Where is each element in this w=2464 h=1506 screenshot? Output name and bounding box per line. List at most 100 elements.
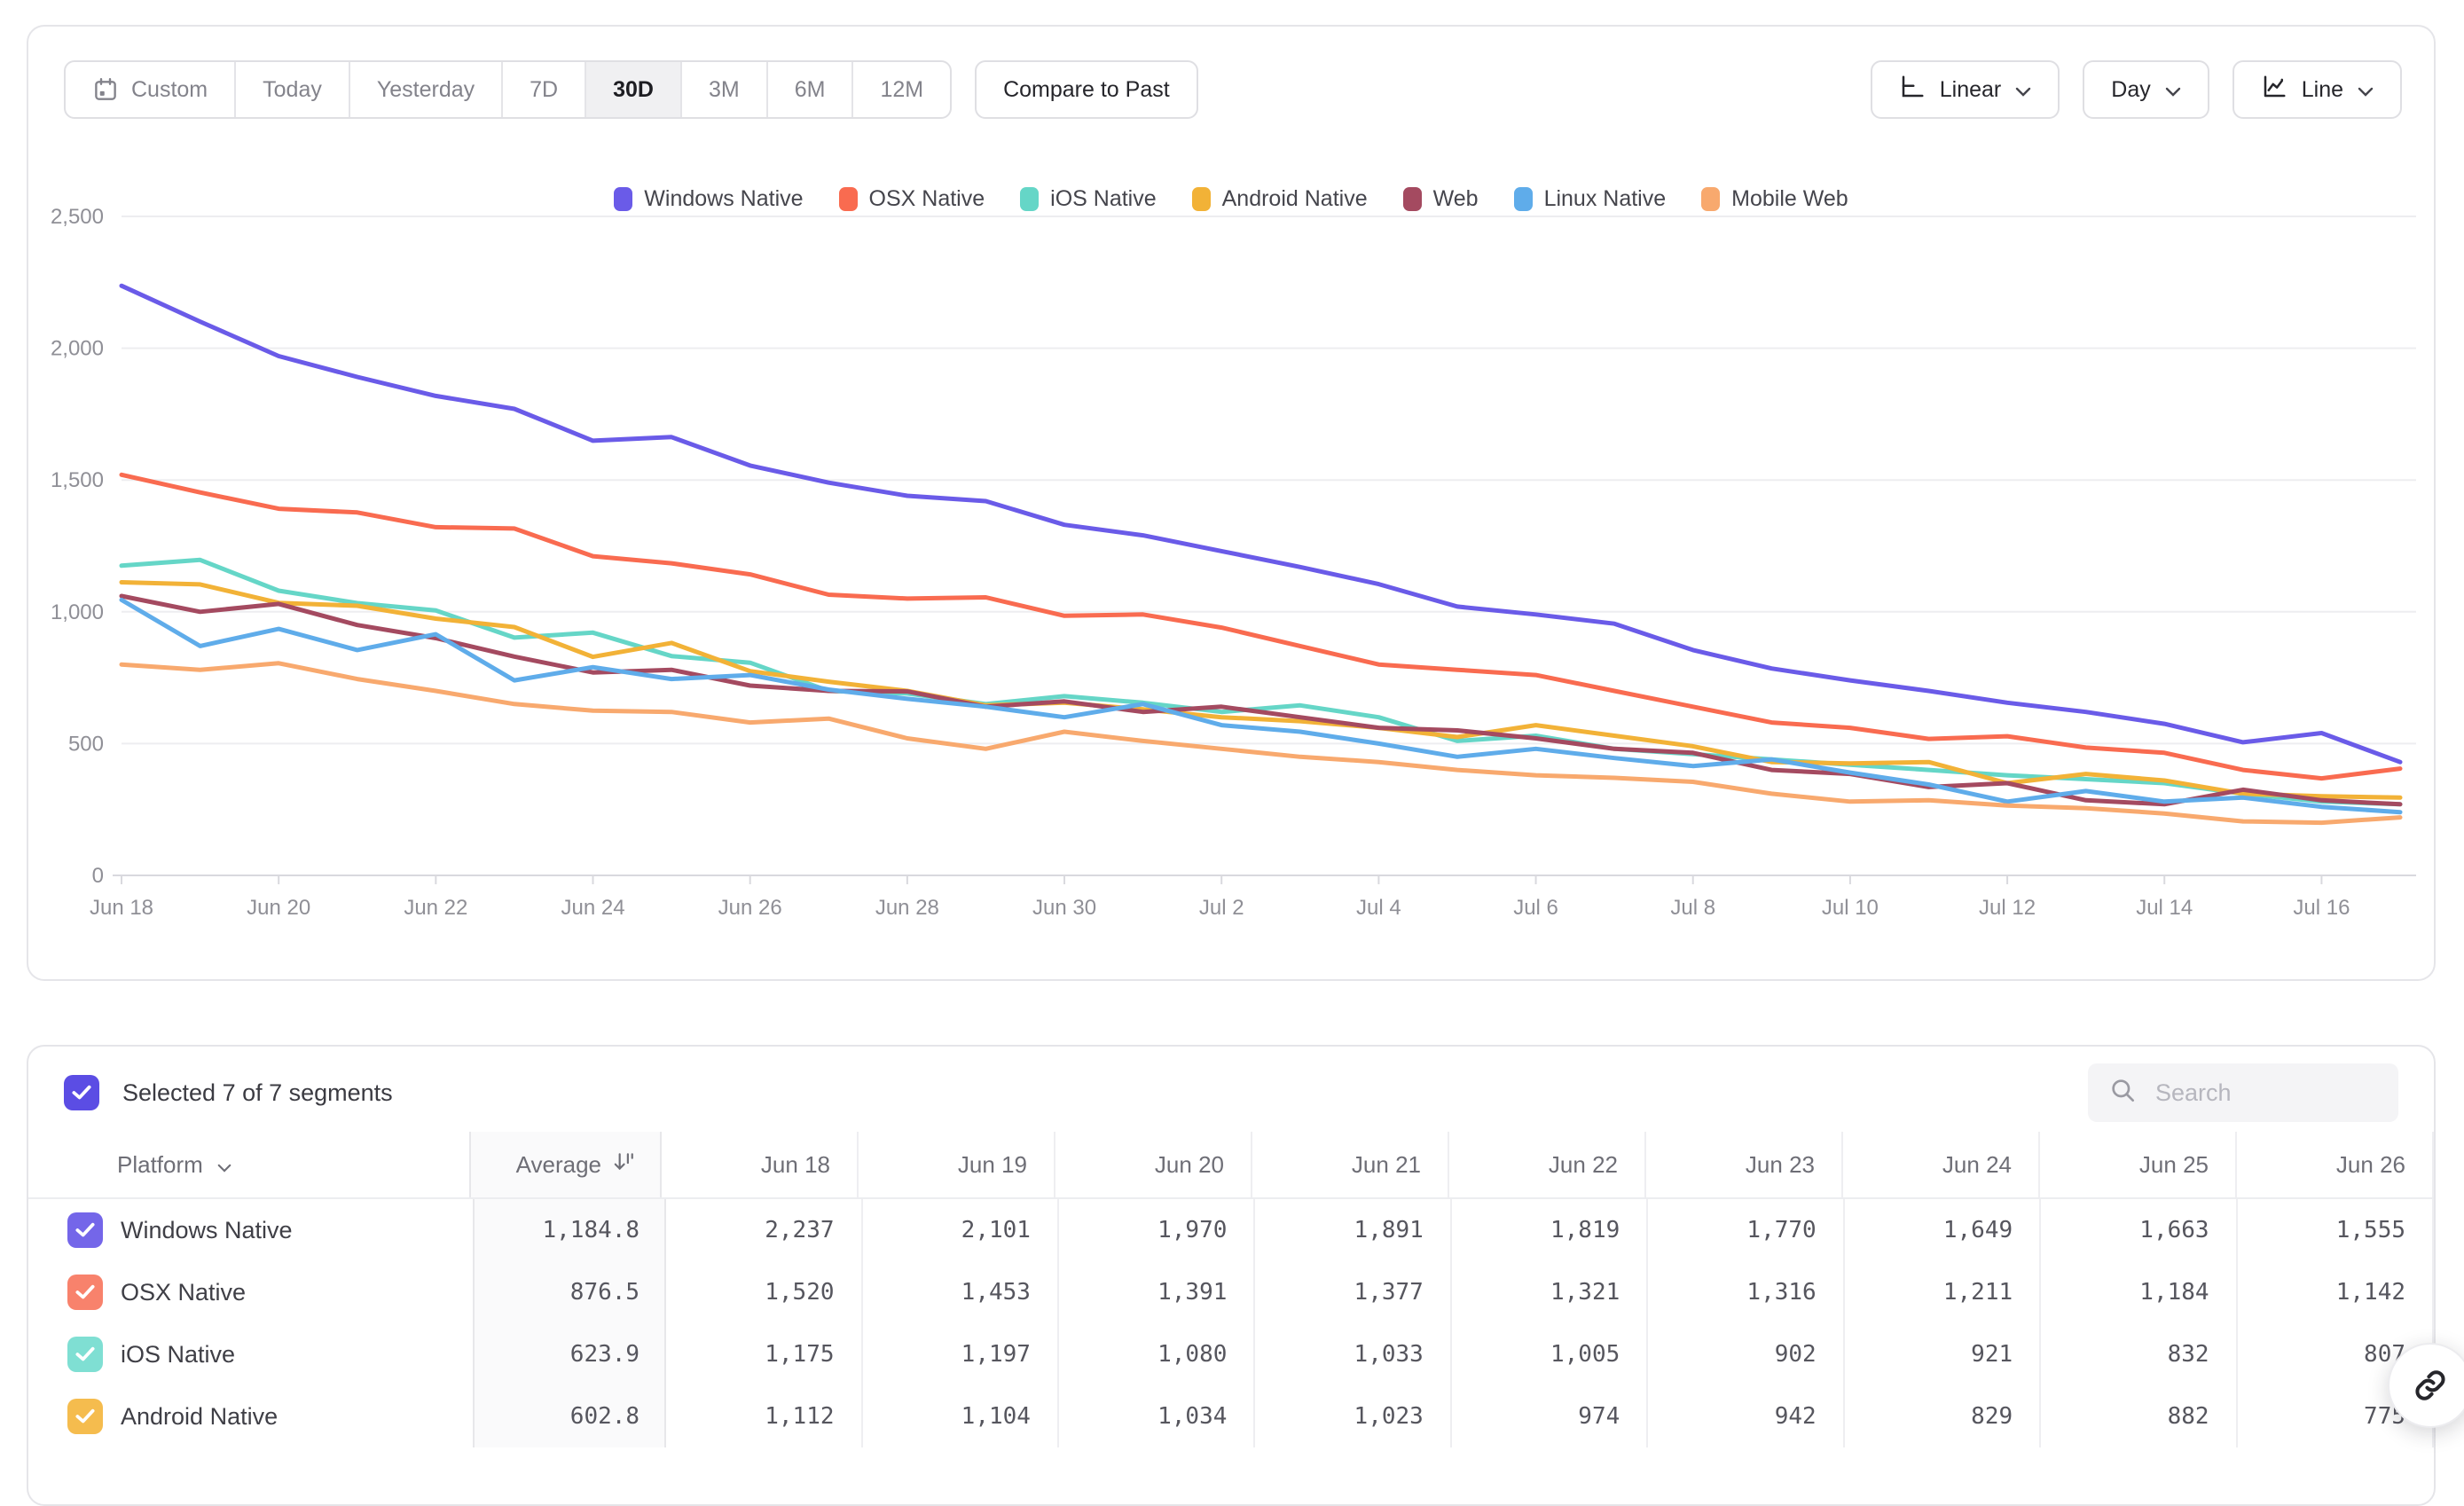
search-input[interactable] — [2155, 1079, 2377, 1107]
legend-label: Linux Native — [1543, 186, 1667, 211]
series-line-web[interactable] — [119, 593, 2403, 807]
legend-item[interactable]: Web — [1402, 186, 1479, 212]
date-range-label: Custom — [131, 76, 208, 102]
y-axis-tick-label: 500 — [68, 732, 104, 756]
legend-item[interactable]: Android Native — [1191, 186, 1368, 212]
average-column-header[interactable]: Average — [469, 1132, 662, 1197]
row-checkbox[interactable] — [67, 1275, 103, 1310]
linear-scale-icon — [1899, 74, 1926, 106]
legend-swatch — [1513, 187, 1533, 211]
series-line-osx-native[interactable] — [119, 472, 2403, 781]
x-axis-tick-label: Jul 10 — [1822, 896, 1879, 920]
y-axis-tick-label: 0 — [92, 864, 104, 888]
row-checkbox[interactable] — [67, 1212, 103, 1248]
legend-swatch — [838, 187, 858, 211]
chevron-down-icon — [2165, 77, 2181, 103]
date-range-12m[interactable]: 12M — [853, 62, 950, 117]
x-axis-tick-label: Jun 26 — [718, 896, 782, 920]
y-scale-dropdown[interactable]: Linear — [1870, 60, 2060, 119]
date-range-today[interactable]: Today — [236, 62, 350, 117]
chevron-down-icon — [2358, 77, 2374, 103]
date-value: 942 — [1648, 1385, 1845, 1447]
date-value: 2,237 — [666, 1199, 863, 1261]
legend-label: iOS Native — [1050, 186, 1157, 211]
date-range-label: 30D — [613, 76, 654, 102]
date-range-label: 3M — [708, 76, 740, 102]
granularity-label: Day — [2111, 76, 2151, 102]
date-column-header[interactable]: Jun 22 — [1449, 1132, 1646, 1197]
date-column-header[interactable]: Jun 18 — [662, 1132, 859, 1197]
series-line-ios-native[interactable] — [119, 557, 2403, 807]
x-axis-tick-label: Jun 20 — [247, 896, 310, 920]
platform-name: OSX Native — [121, 1278, 247, 1306]
date-column-header[interactable]: Jun 24 — [1843, 1132, 2040, 1197]
date-range-6m[interactable]: 6M — [768, 62, 854, 117]
series-line-windows-native[interactable] — [119, 283, 2403, 765]
date-value: 1,023 — [1255, 1385, 1452, 1447]
platform-column-header[interactable]: Platform — [28, 1132, 469, 1197]
row-checkbox[interactable] — [67, 1399, 103, 1434]
x-axis-tick-label: Jun 18 — [90, 896, 153, 920]
y-axis-tick-label: 1,000 — [51, 600, 104, 624]
legend-label: Web — [1432, 186, 1479, 211]
x-axis-tick-label: Jul 2 — [1199, 896, 1244, 920]
legend-swatch — [1701, 187, 1721, 211]
select-all-checkbox[interactable] — [64, 1075, 99, 1110]
date-range-custom[interactable]: Custom — [66, 62, 237, 117]
legend-item[interactable]: OSX Native — [838, 186, 985, 212]
date-value: 921 — [1845, 1323, 2042, 1385]
date-value: 1,034 — [1059, 1385, 1256, 1447]
date-range-30d[interactable]: 30D — [586, 62, 682, 117]
date-value: 882 — [2041, 1385, 2238, 1447]
date-range-control: Custom Today Yesterday 7D 30D 3M 6M 12M — [64, 60, 953, 119]
legend-item[interactable]: Mobile Web — [1701, 186, 1848, 212]
date-value: 1,649 — [1845, 1199, 2042, 1261]
x-axis-tick-label: Jun 30 — [1032, 896, 1096, 920]
date-value: 1,321 — [1452, 1261, 1649, 1323]
series-line-linux-native[interactable] — [119, 597, 2403, 815]
series-line-android-native[interactable] — [119, 580, 2403, 800]
date-column-header[interactable]: Jun 26 — [2237, 1132, 2434, 1197]
x-axis-tick-label: Jul 8 — [1670, 896, 1715, 920]
date-column-header[interactable]: Jun 21 — [1252, 1132, 1449, 1197]
table-body: Windows Native 1,184.8 2,237 2,101 1,970 1,89… — [28, 1199, 2435, 1447]
chart-toolbar: Custom Today Yesterday 7D 30D 3M 6M 12M Compare… — [64, 60, 2402, 119]
search-box[interactable] — [2088, 1063, 2398, 1122]
granularity-dropdown[interactable]: Day — [2083, 60, 2209, 119]
legend-item[interactable]: Linux Native — [1513, 186, 1667, 212]
platform-header-label: Platform — [117, 1150, 203, 1178]
y-scale-label: Linear — [1939, 76, 2002, 102]
legend-item[interactable]: Windows Native — [614, 186, 804, 212]
date-range-label: 7D — [530, 76, 559, 102]
chart-legend: Windows Native OSX Native iOS Native Androi… — [28, 186, 2434, 212]
platform-name: Windows Native — [121, 1216, 293, 1243]
date-value: 1,891 — [1255, 1199, 1452, 1261]
compare-to-past-button[interactable]: Compare to Past — [975, 60, 1198, 119]
share-link-button[interactable] — [2388, 1343, 2464, 1428]
chevron-down-icon — [2015, 77, 2031, 103]
chart-display-controls: Linear Day Line — [1870, 60, 2402, 119]
date-range-label: Today — [263, 76, 322, 102]
date-column-header[interactable]: Jun 20 — [1055, 1132, 1252, 1197]
date-range-yesterday[interactable]: Yesterday — [350, 62, 504, 117]
line-chart-icon — [2261, 74, 2287, 106]
date-value: 1,175 — [666, 1323, 863, 1385]
legend-item[interactable]: iOS Native — [1020, 186, 1157, 212]
row-checkbox[interactable] — [67, 1337, 103, 1372]
date-value: 1,520 — [666, 1261, 863, 1323]
y-axis-tick-label: 2,000 — [51, 337, 104, 361]
series-line-mobile-web[interactable] — [119, 661, 2403, 826]
average-value: 623.9 — [472, 1323, 667, 1385]
date-column-header[interactable]: Jun 25 — [2040, 1132, 2237, 1197]
date-value: 1,211 — [1845, 1261, 2042, 1323]
average-header-label: Average — [515, 1150, 601, 1178]
date-column-header[interactable]: Jun 19 — [859, 1132, 1055, 1197]
date-value: 2,101 — [863, 1199, 1059, 1261]
table-topbar: Selected 7 of 7 segments — [28, 1047, 2434, 1132]
date-range-3m[interactable]: 3M — [682, 62, 768, 117]
date-range-7d[interactable]: 7D — [503, 62, 587, 117]
date-column-header[interactable]: Jun 23 — [1646, 1132, 1843, 1197]
chart-type-dropdown[interactable]: Line — [2232, 60, 2402, 119]
legend-swatch — [614, 187, 633, 211]
legend-label: Windows Native — [644, 186, 804, 211]
